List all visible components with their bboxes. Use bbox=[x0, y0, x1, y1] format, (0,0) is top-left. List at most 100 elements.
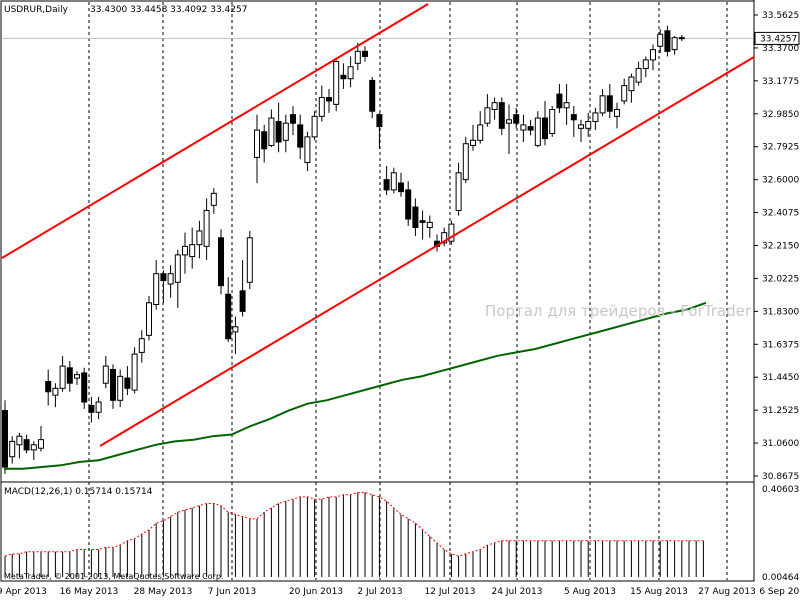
candle-body-bull bbox=[484, 107, 491, 124]
candle-body-bear bbox=[362, 50, 368, 57]
candle bbox=[203, 198, 210, 261]
macd-signal-line bbox=[4, 492, 704, 557]
y-tick-label: 33.5625 bbox=[762, 11, 799, 21]
candle bbox=[153, 260, 160, 310]
candle-body-bull bbox=[210, 192, 217, 206]
candle bbox=[563, 83, 570, 125]
y-tick-label: 31.8300 bbox=[762, 307, 799, 317]
candle-body-bear bbox=[556, 93, 563, 109]
candle bbox=[678, 34, 685, 42]
candle-body-bull bbox=[117, 375, 124, 401]
candle-body-bear bbox=[297, 124, 304, 148]
candle bbox=[606, 83, 613, 119]
y-tick-label: 31.2525 bbox=[762, 406, 799, 416]
candle-body-bull bbox=[102, 365, 109, 384]
candle-body-bear bbox=[606, 95, 613, 112]
candle-body-bull bbox=[189, 244, 196, 258]
candle bbox=[491, 97, 498, 120]
y-tick-label: 31.4450 bbox=[762, 373, 799, 383]
candle bbox=[664, 25, 671, 57]
candle bbox=[635, 61, 642, 86]
candle-body-bear bbox=[405, 189, 412, 220]
candle bbox=[74, 371, 80, 385]
candle-body-bear bbox=[45, 380, 52, 393]
candle bbox=[441, 227, 448, 247]
candle bbox=[95, 396, 102, 420]
y-tick-label: 32.2150 bbox=[762, 242, 799, 252]
candle bbox=[585, 112, 592, 137]
candle-body-bull bbox=[563, 102, 570, 109]
candle bbox=[434, 234, 440, 252]
candles-layer bbox=[2, 25, 685, 474]
candle bbox=[52, 383, 59, 408]
candle bbox=[398, 172, 404, 197]
y-tick-label: 33.1775 bbox=[762, 77, 799, 87]
x-tick-label: 2 Jul 2013 bbox=[357, 587, 402, 597]
candle bbox=[182, 232, 188, 274]
candle bbox=[261, 124, 268, 163]
candle-body-bear bbox=[66, 367, 73, 384]
candle-body-bear bbox=[2, 410, 8, 468]
symbol-label: USDRUR,Daily bbox=[4, 5, 69, 15]
y-tick-label: 32.4075 bbox=[762, 209, 799, 219]
candle bbox=[614, 102, 620, 129]
candle-body-bull bbox=[318, 97, 325, 117]
candle-body-bear bbox=[398, 182, 404, 193]
axis-layer: 29 Apr 2013 16 May 2013 28 May 2013 7 Jun 2… bbox=[0, 11, 800, 597]
y-tick-label: 32.6000 bbox=[762, 176, 799, 186]
candle-body-bear bbox=[81, 372, 88, 403]
candle-body-bear bbox=[124, 377, 131, 389]
candle-body-bull bbox=[246, 237, 253, 283]
candle bbox=[477, 111, 484, 144]
candle-body-bull bbox=[347, 66, 354, 80]
candle bbox=[484, 94, 491, 127]
candle bbox=[124, 366, 131, 396]
candle-body-bull bbox=[30, 444, 37, 451]
candle-body-bull bbox=[628, 76, 635, 92]
candle-body-bull bbox=[203, 209, 210, 247]
x-tick-label: 16 May 2013 bbox=[60, 587, 119, 597]
channel-upper-line bbox=[1, 3, 429, 259]
candle-body-bull bbox=[268, 117, 275, 146]
candle bbox=[592, 107, 599, 131]
candle-body-bull bbox=[441, 232, 448, 244]
candle-body-bull bbox=[642, 59, 649, 69]
candle bbox=[542, 100, 548, 146]
candle-body-bear bbox=[275, 120, 282, 143]
macd-layer bbox=[4, 492, 704, 577]
candle bbox=[383, 165, 390, 196]
candle bbox=[189, 227, 196, 269]
candle bbox=[340, 63, 347, 89]
candle bbox=[534, 111, 541, 148]
candle-body-bear bbox=[513, 114, 520, 124]
candle bbox=[376, 112, 383, 149]
candle bbox=[9, 436, 16, 464]
candle bbox=[225, 277, 232, 343]
candle-body-bull bbox=[448, 223, 455, 242]
candle bbox=[455, 162, 462, 216]
candle bbox=[38, 425, 44, 452]
candle bbox=[45, 369, 52, 406]
candle bbox=[412, 198, 419, 237]
candle bbox=[16, 432, 23, 459]
candle bbox=[462, 136, 469, 184]
candle-body-bear bbox=[239, 290, 246, 312]
candle-body-bull bbox=[534, 117, 541, 146]
candle-body-bull bbox=[52, 387, 59, 396]
candle-body-bull bbox=[470, 139, 476, 146]
candle bbox=[570, 106, 577, 137]
candle bbox=[81, 367, 88, 409]
y-tick-label: 30.8675 bbox=[762, 472, 799, 482]
candle bbox=[88, 396, 95, 423]
candle-body-bull bbox=[426, 221, 433, 229]
candle-body-bull bbox=[95, 401, 102, 413]
candle bbox=[66, 360, 73, 392]
candle bbox=[628, 73, 635, 103]
macd-y-tick-label: 0.00464 bbox=[762, 573, 799, 583]
candle-body-bull bbox=[520, 124, 527, 131]
candle bbox=[498, 97, 505, 136]
candle bbox=[426, 215, 433, 238]
candle-body-bull bbox=[131, 353, 138, 391]
candle-body-bear bbox=[225, 293, 232, 340]
